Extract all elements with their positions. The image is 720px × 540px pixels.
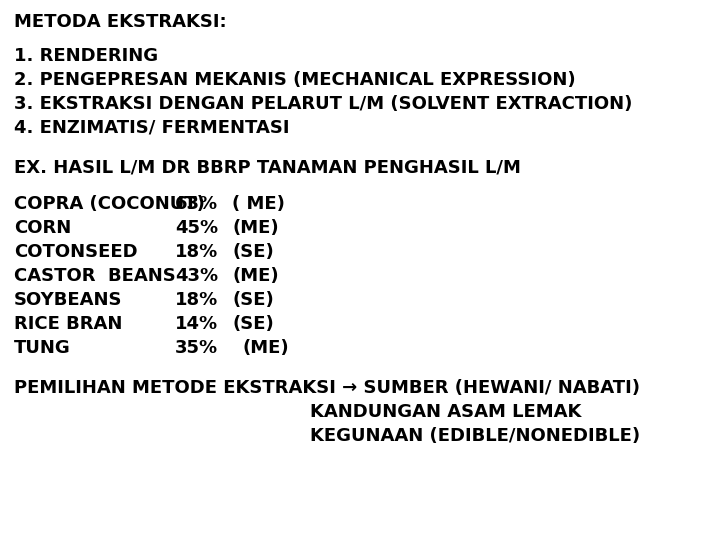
Text: (SE): (SE) — [232, 243, 274, 261]
Text: 2. PENGEPRESAN MEKANIS (MECHANICAL EXPRESSION): 2. PENGEPRESAN MEKANIS (MECHANICAL EXPRE… — [14, 71, 575, 89]
Text: METODA EKSTRAKSI:: METODA EKSTRAKSI: — [14, 13, 227, 31]
Text: KANDUNGAN ASAM LEMAK: KANDUNGAN ASAM LEMAK — [310, 403, 581, 421]
Text: TUNG: TUNG — [14, 339, 71, 357]
Text: CASTOR  BEANS: CASTOR BEANS — [14, 267, 176, 285]
Text: KEGUNAAN (EDIBLE/NONEDIBLE): KEGUNAAN (EDIBLE/NONEDIBLE) — [310, 427, 640, 445]
Text: (SE): (SE) — [232, 291, 274, 309]
Text: RICE BRAN: RICE BRAN — [14, 315, 122, 333]
Text: 14%: 14% — [175, 315, 218, 333]
Text: 45%: 45% — [175, 219, 218, 237]
Text: COTONSEED: COTONSEED — [14, 243, 138, 261]
Text: 4. ENZIMATIS/ FERMENTASI: 4. ENZIMATIS/ FERMENTASI — [14, 119, 289, 137]
Text: 18%: 18% — [175, 291, 218, 309]
Text: ( ME): ( ME) — [232, 195, 285, 213]
Text: 35%: 35% — [175, 339, 218, 357]
Text: (ME): (ME) — [232, 267, 279, 285]
Text: PEMILIHAN METODE EKSTRAKSI → SUMBER (HEWANI/ NABATI): PEMILIHAN METODE EKSTRAKSI → SUMBER (HEW… — [14, 379, 640, 397]
Text: (ME): (ME) — [242, 339, 289, 357]
Text: 63%: 63% — [175, 195, 218, 213]
Text: EX. HASIL L/M DR BBRP TANAMAN PENGHASIL L/M: EX. HASIL L/M DR BBRP TANAMAN PENGHASIL … — [14, 159, 521, 177]
Text: COPRA (COCONUT): COPRA (COCONUT) — [14, 195, 205, 213]
Text: SOYBEANS: SOYBEANS — [14, 291, 122, 309]
Text: (SE): (SE) — [232, 315, 274, 333]
Text: 18%: 18% — [175, 243, 218, 261]
Text: 43%: 43% — [175, 267, 218, 285]
Text: (ME): (ME) — [232, 219, 279, 237]
Text: CORN: CORN — [14, 219, 71, 237]
Text: 3. EKSTRAKSI DENGAN PELARUT L/M (SOLVENT EXTRACTION): 3. EKSTRAKSI DENGAN PELARUT L/M (SOLVENT… — [14, 95, 632, 113]
Text: 1. RENDERING: 1. RENDERING — [14, 47, 158, 65]
